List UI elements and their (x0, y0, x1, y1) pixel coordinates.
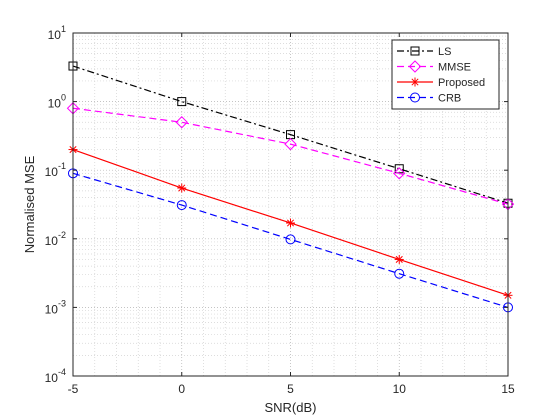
legend: LS MMSE Proposed CRB (391, 39, 500, 110)
series-line (72, 65, 509, 204)
x-tick-label: 5 (287, 382, 294, 396)
data-point (410, 77, 420, 87)
series-line (72, 172, 509, 308)
data-point (177, 97, 187, 107)
x-axis-label: SNR(dB) (264, 400, 316, 415)
y-axis-label: Normalised MSE (22, 155, 37, 253)
x-tick-label: 15 (501, 382, 515, 396)
x-tick-label: -5 (68, 382, 79, 396)
series-layer (66, 61, 515, 313)
data-point (284, 137, 297, 151)
data-point (394, 268, 405, 279)
data-point (393, 167, 406, 180)
y-tick-label: 10-1 (45, 161, 66, 179)
data-point (408, 60, 422, 73)
legend-label: CRB (438, 93, 461, 105)
legend-entry-mmse: MMSE (397, 60, 471, 74)
ticks: -5 0 5 10 15 101 100 10-1 10-2 10-3 10-4 (45, 24, 515, 396)
x-tick-label: 0 (178, 382, 185, 396)
data-point (176, 200, 187, 211)
data-point (177, 183, 187, 193)
legend-entries: LS MMSE Proposed CRB (397, 46, 485, 105)
y-tick-label: 101 (48, 24, 66, 42)
data-point (394, 254, 404, 264)
y-tick-label: 10-2 (45, 230, 66, 248)
x-tick-label: 10 (393, 382, 407, 396)
data-point (410, 92, 420, 103)
legend-label: Proposed (438, 77, 485, 89)
series-crb (68, 168, 513, 313)
y-tick-label: 10-4 (45, 367, 66, 385)
y-tick-label: 100 (48, 93, 66, 111)
legend-entry-proposed: Proposed (397, 77, 485, 89)
data-point (410, 46, 420, 56)
series-line (72, 107, 509, 205)
legend-entry-ls: LS (397, 46, 451, 58)
data-point (285, 234, 296, 245)
legend-entry-crb: CRB (397, 92, 461, 105)
y-tick-label: 10-3 (45, 298, 66, 316)
legend-label: LS (438, 46, 451, 58)
legend-label: MMSE (438, 62, 471, 74)
data-point (175, 116, 188, 129)
data-point (286, 218, 295, 228)
